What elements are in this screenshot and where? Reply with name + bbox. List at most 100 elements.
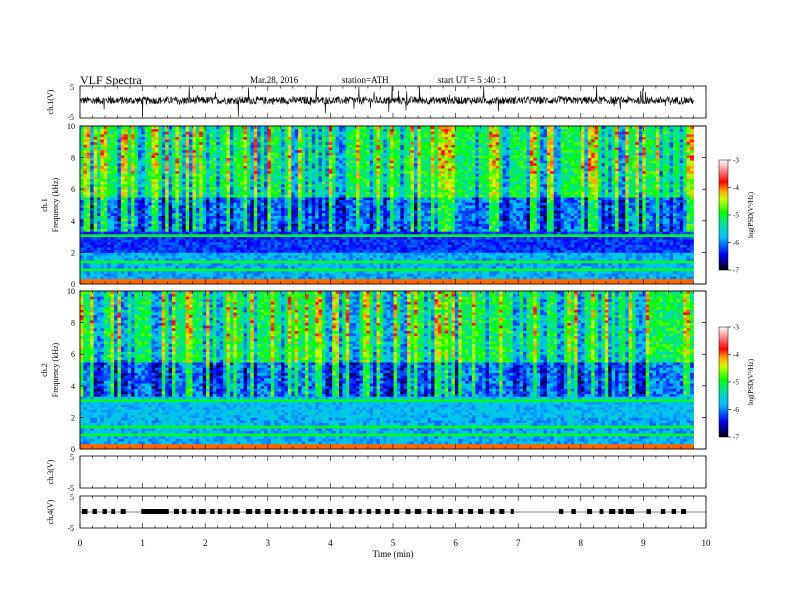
ch4-pulse — [681, 509, 686, 514]
ch1-spectrogram-channel-label: ch.1 — [40, 198, 49, 212]
spec2-ytick: 6 — [71, 350, 75, 359]
date-label: Mar.28, 2016 — [250, 75, 299, 85]
ch4-pulse — [233, 509, 239, 514]
ch3-ylabel: ch.3(V) — [46, 459, 55, 484]
x-tick-label: 9 — [641, 538, 646, 548]
x-tick-label: 0 — [78, 538, 83, 548]
colorbar-tick: -7 — [733, 434, 739, 442]
ch4-pulse — [626, 509, 634, 514]
spec1-ytick: 2 — [71, 248, 75, 257]
ch4-pulse — [174, 509, 179, 514]
ch4-pulse — [367, 509, 371, 514]
colorbar-tick: -3 — [733, 324, 739, 332]
ch4-pulse — [511, 509, 514, 514]
ch4-pulse — [210, 509, 214, 514]
x-tick-label: 8 — [579, 538, 584, 548]
ch2-spectrogram-channel-label: ch.2 — [40, 363, 49, 377]
ch4-pulse — [293, 509, 298, 514]
vlf-figure: VLF Spectra Mar.28, 2016 station=ATH sta… — [0, 0, 792, 612]
x-axis-tick-labels: 0 1 2 3 4 5 6 7 8 9 10 — [78, 538, 711, 548]
ch1-waveform-trace — [80, 86, 694, 117]
start-time-label: start UT = 5 :40 : 1 — [438, 75, 507, 85]
ch4-pulse — [284, 509, 288, 514]
ch4-pulse — [427, 509, 431, 514]
spec1-ytick: 4 — [71, 217, 75, 226]
ch1-spectrogram-ylabel: Frequency (kHz) — [51, 177, 60, 232]
ch4-pulse — [406, 509, 411, 514]
x-tick-label: 7 — [516, 538, 521, 548]
ch4-pulse — [265, 509, 271, 514]
ch4-pulse — [559, 509, 563, 514]
ch4-pulse — [310, 509, 314, 514]
ch4-pulse — [141, 509, 169, 514]
ch1-ytick-bottom: -5 — [67, 113, 74, 122]
ch4-ytick-top: 5 — [70, 493, 74, 502]
ch4-pulse — [319, 509, 324, 514]
x-tick-label: 3 — [266, 538, 271, 548]
ch4-pulse — [394, 509, 399, 514]
spec1-ytick: 10 — [67, 122, 75, 131]
ch4-pulse — [600, 509, 604, 514]
ch4-pulse — [618, 509, 623, 514]
spec1-ytick: 8 — [71, 154, 75, 163]
ch2-spectrogram-heatmap — [80, 291, 694, 449]
ch4-pulse — [337, 509, 343, 514]
colorbar-tick: -3 — [733, 157, 739, 165]
x-tick-label: 2 — [203, 538, 208, 548]
ch4-pulse — [111, 509, 115, 514]
ch4-pulse — [93, 509, 97, 514]
ch4-pulse — [359, 509, 362, 514]
spec2-ytick: 8 — [71, 319, 75, 328]
ch3-ytick-top: 5 — [70, 453, 74, 462]
ch4-waveform-panel: 5 -5 ch.4(V) — [46, 493, 706, 533]
ch4-pulse — [103, 509, 107, 514]
ch4-pulse — [121, 509, 126, 514]
spec2-ytick: 2 — [71, 413, 75, 422]
ch4-pulse — [199, 509, 206, 514]
ch4-pulse — [255, 509, 260, 514]
ch4-pulse — [587, 509, 592, 514]
ch3-ytick-bottom: -5 — [67, 484, 74, 493]
ch4-ylabel: ch.4(V) — [46, 499, 55, 524]
ch1-waveform-panel: 5 -5 ch.1(V) — [46, 83, 706, 122]
ch4-pulse — [437, 509, 443, 514]
ch4-pulse — [661, 509, 665, 514]
x-tick-label: 6 — [453, 538, 458, 548]
ch4-pulse — [571, 509, 575, 514]
ch4-pulse — [302, 509, 306, 514]
ch1-ytick-top: 5 — [70, 83, 74, 92]
ch4-pulse — [246, 509, 252, 514]
ch4-pulse — [448, 509, 452, 514]
ch4-pulse — [459, 509, 463, 514]
figure-title: VLF Spectra — [80, 73, 142, 87]
ch4-pulse — [490, 509, 494, 514]
ch4-pulse — [82, 509, 88, 514]
ch4-pulse — [415, 509, 421, 514]
x-axis-label: Time (min) — [373, 549, 414, 559]
ch1-colorbar: -3-4-5-6-7 log(PSD(V²/Hz) — [719, 157, 755, 275]
x-tick-label: 5 — [391, 538, 396, 548]
ch2-colorbar-label: log(PSD(V²/Hz) — [747, 358, 755, 405]
ch4-pulse — [385, 509, 390, 514]
x-tick-label: 10 — [702, 538, 712, 548]
ch4-pulse — [218, 509, 222, 514]
ch4-pulse — [478, 509, 483, 514]
x-tick-label: 4 — [328, 538, 333, 548]
spec2-ytick: 4 — [71, 382, 75, 391]
ch4-pulse — [609, 509, 615, 514]
ch4-pulse — [191, 509, 195, 514]
ch2-colorbar: -3-4-5-6-7 log(PSD(V²/Hz) — [719, 324, 755, 442]
ch1-ylabel: ch.1(V) — [46, 89, 55, 114]
ch4-pulse — [227, 509, 230, 514]
colorbar-tick: -5 — [733, 379, 739, 387]
spec2-ytick: 10 — [67, 287, 75, 296]
ch4-pulse — [647, 509, 651, 514]
ch1-spectrogram-heatmap — [80, 126, 694, 284]
ch4-pulse — [182, 509, 186, 514]
colorbar-tick: -6 — [733, 406, 739, 414]
ch4-pulse — [275, 509, 280, 514]
ch3-waveform-panel: 5 -5 ch.3(V) — [46, 453, 706, 493]
colorbar-tick: -5 — [733, 212, 739, 220]
